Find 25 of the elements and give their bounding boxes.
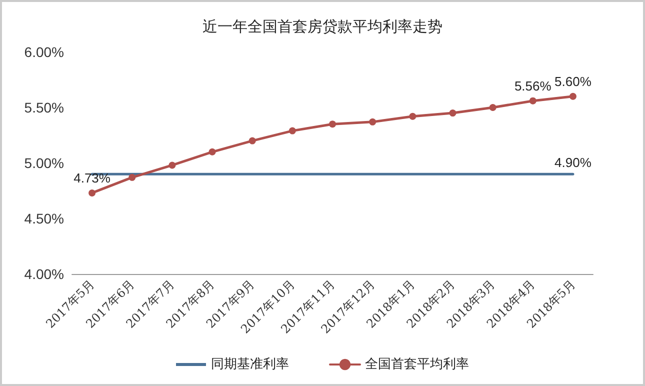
y-tick-label: 6.00% [24, 44, 64, 60]
legend-label: 全国首套平均利率 [365, 356, 469, 372]
point [329, 120, 336, 128]
point [208, 148, 216, 156]
point [569, 92, 576, 100]
data-label: 4.90% [554, 155, 592, 170]
data-label: 5.56% [514, 78, 552, 94]
data-label: 4.73% [74, 170, 111, 186]
point [88, 189, 96, 196]
y-tick-label: 4.00% [24, 266, 64, 282]
point [128, 174, 136, 181]
y-tick-label: 5.00% [24, 155, 64, 171]
point [489, 104, 496, 111]
point [248, 137, 256, 144]
y-tick-label: 5.50% [24, 100, 64, 116]
chart-title: 近一年全国首套房贷款平均利率走势 [202, 18, 442, 36]
point [449, 110, 456, 117]
point [529, 97, 536, 104]
point [369, 118, 376, 126]
y-tick-label: 4.50% [24, 210, 64, 226]
data-label: 5.60% [554, 74, 592, 89]
point [168, 162, 176, 169]
point [288, 127, 296, 134]
point [409, 112, 416, 120]
legend-label: 同期基准利率 [211, 356, 289, 372]
